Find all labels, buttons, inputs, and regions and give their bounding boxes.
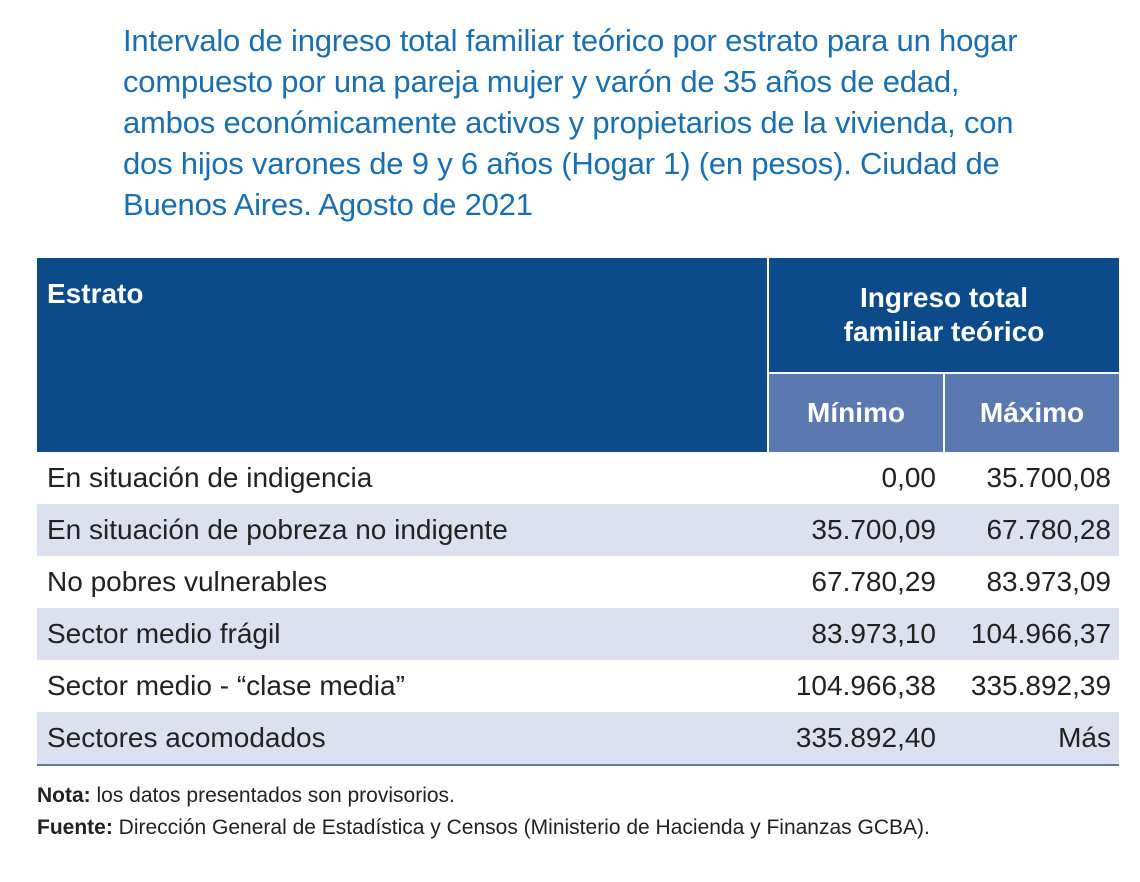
cell-maximo: Más [944, 712, 1120, 766]
header-minimo: Mínimo [768, 372, 945, 452]
table-row: No pobres vulnerables 67.780,29 83.973,0… [37, 556, 1119, 608]
table-row: Sectores acomodados 335.892,40 Más [37, 712, 1120, 766]
cell-estrato: En situación de indigencia [47, 462, 373, 493]
cell-estrato: Sector medio frágil [37, 608, 768, 660]
note-text: los datos presentados son provisorios. [90, 784, 455, 807]
cell-minimo: 35.700,09 [768, 504, 944, 556]
cell-estrato: Sectores acomodados [37, 712, 768, 766]
header-ingreso-line1: Ingreso total [860, 282, 1029, 313]
note-label: Nota: [37, 784, 91, 807]
cell-estrato: Sector medio - “clase media” [47, 670, 405, 701]
cell-maximo: 83.973,09 [986, 566, 1112, 597]
header-estrato: Estrato [37, 258, 769, 452]
table-row: Sector medio - “clase media” 104.966,38 … [37, 660, 1119, 712]
cell-maximo: 67.780,28 [944, 504, 1120, 556]
source-label: Fuente: [37, 816, 113, 839]
cell-minimo: 335.892,40 [768, 712, 944, 766]
table-row: En situación de pobreza no indigente 35.… [37, 504, 1120, 556]
header-maximo: Máximo [944, 372, 1120, 452]
cell-maximo: 104.966,37 [944, 608, 1120, 660]
cell-maximo: 335.892,39 [970, 670, 1112, 701]
table-row: En situación de indigencia 0,00 35.700,0… [37, 452, 1119, 504]
cell-minimo: 0,00 [881, 462, 937, 493]
header-ingreso-total: Ingreso total familiar teórico [768, 258, 1120, 373]
page-title: Intervalo de ingreso total familiar teór… [123, 23, 1018, 222]
source-text: Dirección General de Estadística y Censo… [112, 816, 930, 839]
cell-minimo: 104.966,38 [795, 670, 936, 701]
header-ingreso-line2: familiar teórico [843, 316, 1045, 347]
cell-estrato: No pobres vulnerables [47, 566, 328, 597]
income-table: Estrato Ingreso total familiar teórico M… [37, 258, 1120, 766]
source-line: Fuente: Dirección General de Estadística… [37, 812, 1127, 844]
cell-minimo: 67.780,29 [811, 566, 936, 597]
cell-maximo: 35.700,08 [986, 462, 1112, 493]
note-line: Nota: los datos presentados son provisor… [37, 780, 1127, 812]
cell-minimo: 83.973,10 [768, 608, 944, 660]
footnotes: Nota: los datos presentados son provisor… [37, 780, 1127, 844]
table-row: Sector medio frágil 83.973,10 104.966,37 [37, 608, 1120, 660]
cell-estrato: En situación de pobreza no indigente [37, 504, 768, 556]
